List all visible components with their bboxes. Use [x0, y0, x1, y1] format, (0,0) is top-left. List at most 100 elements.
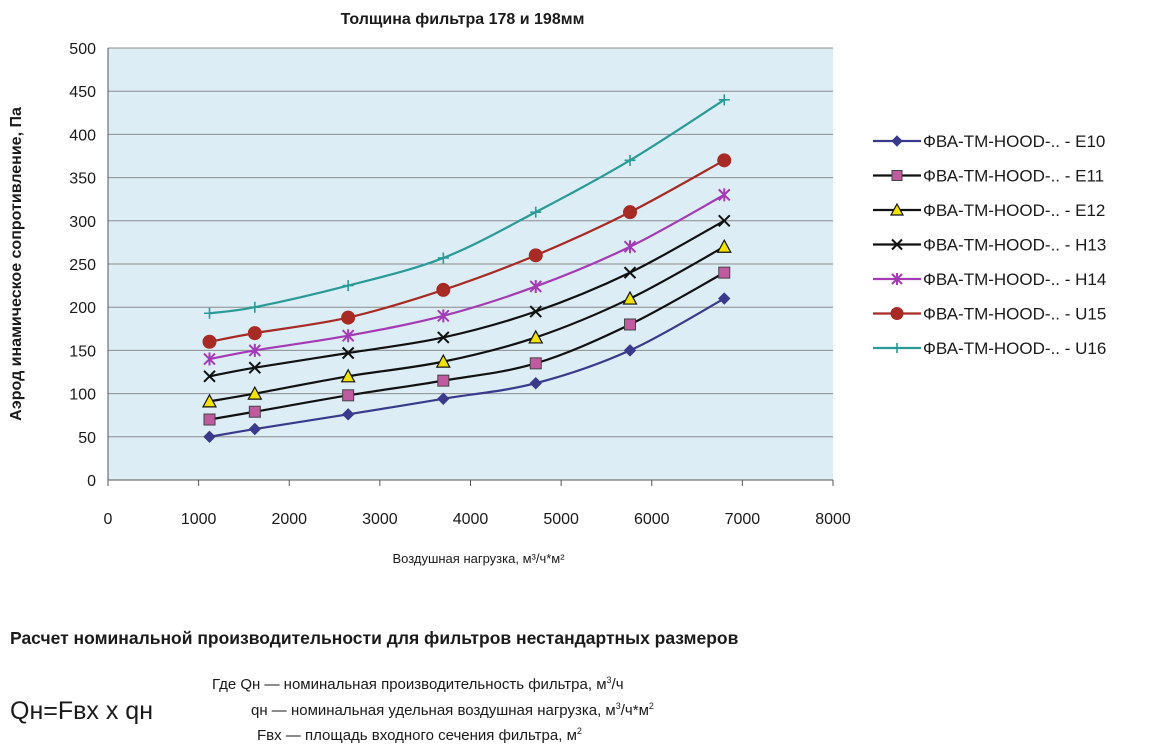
- legend-label: ФВА-ТМ-HOOD-.. - E12: [923, 201, 1105, 220]
- data-point: [437, 252, 449, 264]
- data-point: [437, 374, 450, 387]
- definition-qn: Где Qн — номинальная производительность …: [212, 675, 624, 693]
- data-point: [342, 389, 355, 402]
- data-point: [342, 280, 354, 292]
- y-tick-label: 250: [69, 257, 96, 274]
- y-tick-label: 450: [69, 84, 96, 101]
- data-point: [891, 238, 903, 251]
- data-point: [623, 344, 637, 357]
- data-point: [528, 248, 543, 263]
- legend-item: ФВА-ТМ-HOOD-.. - H14: [873, 270, 1106, 289]
- x-tick-label: 1000: [181, 511, 217, 528]
- data-point: [437, 392, 450, 405]
- axes: [107, 48, 834, 486]
- y-tick-label: 50: [78, 430, 96, 447]
- data-point: [435, 353, 451, 368]
- data-point: [248, 343, 262, 357]
- x-tick-label: 3000: [362, 511, 398, 528]
- series: [202, 153, 732, 349]
- chart-title: Толщина фильтра 178 и 198мм: [341, 11, 585, 28]
- legend-label: ФВА-ТМ-HOOD-.. - H14: [923, 270, 1106, 289]
- data-point: [437, 309, 450, 323]
- data-point: [529, 377, 542, 390]
- data-point: [529, 279, 542, 293]
- data-point: [340, 368, 356, 383]
- definition-sup: 3: [606, 675, 612, 685]
- data-point: [530, 206, 542, 218]
- data-point: [248, 422, 262, 436]
- legend-label: ФВА-ТМ-HOOD-.. - U16: [923, 339, 1106, 358]
- x-tick-label: 5000: [543, 511, 579, 528]
- data-point: [529, 305, 542, 318]
- y-tick-label: 300: [69, 214, 96, 231]
- series: [203, 292, 731, 444]
- legend-item: ФВА-ТМ-HOOD-.. - U16: [873, 339, 1106, 358]
- data-point: [203, 352, 216, 366]
- data-point: [436, 282, 451, 297]
- data-point: [891, 135, 903, 147]
- y-tick-label: 500: [69, 41, 96, 58]
- legend-label: ФВА-ТМ-HOOD-.. - H13: [923, 236, 1106, 255]
- data-point: [622, 290, 638, 305]
- data-point: [624, 154, 636, 166]
- data-point: [202, 334, 217, 349]
- data-point: [341, 329, 355, 343]
- data-point: [203, 413, 216, 426]
- x-tick-label: 4000: [453, 511, 489, 528]
- data-point: [249, 301, 261, 313]
- definition-tail: /ч: [611, 676, 624, 693]
- data-point: [204, 307, 215, 319]
- data-point: [341, 310, 356, 325]
- y-tick-label: 200: [69, 300, 96, 317]
- y-tick-label: 400: [69, 127, 96, 144]
- data-point: [623, 205, 637, 220]
- data-point: [624, 318, 636, 331]
- data-point: [717, 153, 732, 168]
- data-point: [718, 188, 731, 202]
- data-point: [201, 393, 218, 408]
- definition-text: Fвх — площадь входного сечения фильтра, …: [257, 727, 577, 744]
- legend-label: ФВА-ТМ-HOOD-.. - U15: [923, 305, 1106, 324]
- calc-heading: Расчет номинальной производительности дл…: [10, 628, 739, 648]
- data-point: [890, 307, 904, 320]
- series: [203, 266, 731, 426]
- formula: Qн=Fвх x qн: [10, 697, 154, 725]
- legend-item: ФВА-ТМ-HOOD-.. - U15: [873, 305, 1106, 324]
- data-point: [718, 94, 730, 106]
- y-tick-label: 0: [87, 473, 96, 490]
- legend-label: ФВА-ТМ-HOOD-.. - E10: [923, 132, 1105, 151]
- data-point: [529, 357, 542, 370]
- chart: 0 50 100 150 200 250 300 350 400 450 500 0 1000 2000 3…: [8, 11, 1106, 566]
- x-tick-label: 6000: [634, 511, 670, 528]
- data-point: [892, 343, 902, 353]
- legend-label: ФВА-ТМ-HOOD-.. - E11: [923, 167, 1104, 186]
- data-point: [247, 385, 263, 400]
- y-axis-title: Аэрод инамическое сопротивление, Па: [8, 107, 25, 421]
- x-tick-label: 2000: [271, 511, 307, 528]
- legend-item: ФВА-ТМ-HOOD-.. - E11: [873, 167, 1104, 186]
- data-point: [248, 361, 262, 374]
- definition-text: qн — номинальная удельная воздушная нагр…: [251, 702, 616, 719]
- legend-item: ФВА-ТМ-HOOD-.. - E12: [873, 201, 1105, 220]
- gridlines: [108, 47, 833, 438]
- series: [203, 214, 731, 383]
- definition-fvx: Fвх — площадь входного сечения фильтра, …: [257, 726, 582, 744]
- legend: ФВА-ТМ-HOOD-.. - E10 ФВА-ТМ-HOOD-.. - E11…: [873, 132, 1106, 358]
- data-point: [247, 326, 262, 341]
- y-tick-label: 150: [69, 343, 96, 360]
- definition-sup: 2: [648, 701, 654, 711]
- y-tick-label: 350: [69, 171, 96, 188]
- series-group: [201, 94, 732, 444]
- data-point: [203, 370, 216, 383]
- x-tick-label: 7000: [725, 511, 761, 528]
- data-point: [248, 405, 261, 418]
- x-tick-label: 8000: [815, 511, 851, 528]
- data-point: [889, 202, 905, 216]
- definition-tail: /ч*м: [620, 702, 649, 719]
- definition-text: Где Qн — номинальная производительность …: [212, 676, 607, 693]
- data-point: [716, 238, 732, 253]
- data-point: [203, 430, 216, 444]
- series: [201, 238, 732, 408]
